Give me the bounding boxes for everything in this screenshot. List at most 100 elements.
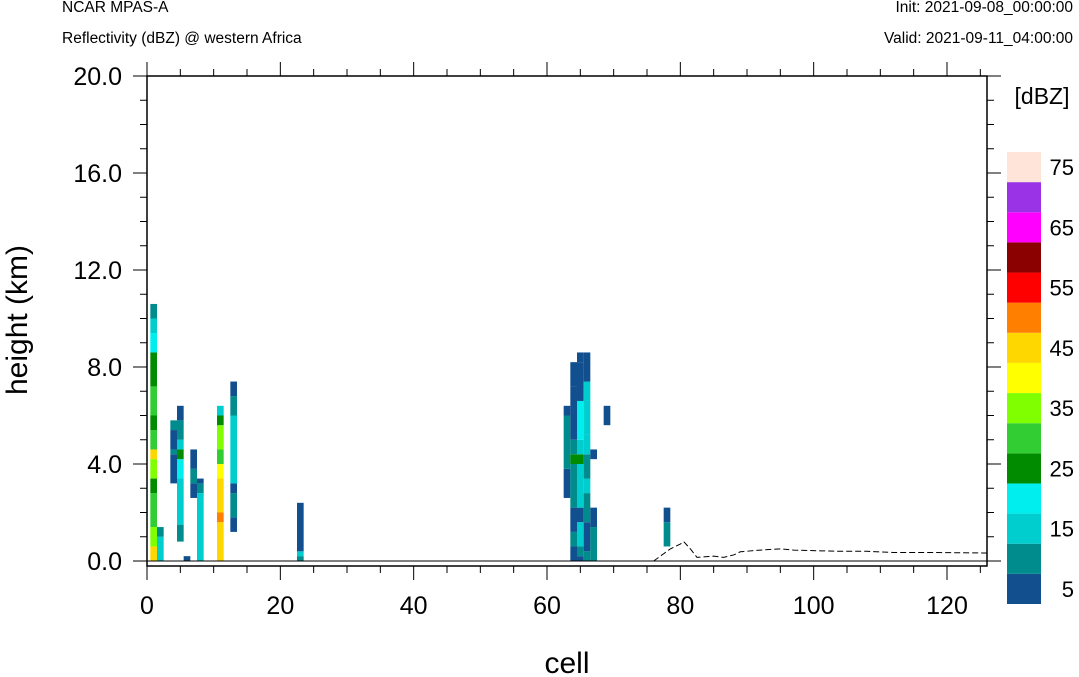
x-tick-label: 120 (926, 592, 968, 620)
x-axis-title: cell (544, 647, 589, 677)
reflectivity-cell (577, 522, 584, 547)
reflectivity-cell (177, 420, 184, 440)
reflectivity-cell (217, 522, 224, 561)
reflectivity-cell (150, 493, 157, 528)
reflectivity-cell (570, 454, 577, 464)
reflectivity-cell (177, 405, 184, 421)
reflectivity-cell (150, 527, 157, 547)
init-time: Init: 2021-09-08_00:00:00 (895, 0, 1073, 16)
reflectivity-cell (663, 522, 671, 547)
reflectivity-cell (150, 546, 157, 561)
reflectivity-cell (150, 333, 157, 353)
reflectivity-cell (150, 459, 157, 479)
reflectivity-cell (190, 468, 197, 484)
reflectivity-cell (197, 483, 204, 494)
reflectivity-cell (590, 507, 597, 528)
reflectivity-cell (177, 478, 184, 525)
colorbar-swatch (1007, 332, 1041, 363)
reflectivity-cell (217, 512, 224, 523)
x-tick-label: 40 (400, 592, 428, 620)
colorbar-label: 35 (1050, 396, 1074, 421)
colorbar-swatch (1007, 242, 1041, 273)
model-title: NCAR MPAS-A (62, 0, 169, 16)
colorbar-swatch (1007, 573, 1041, 604)
y-tick-labels: 0.0 4.0 8.0 12.0 16.0 20.0 (73, 63, 122, 576)
reflectivity-cell (570, 439, 577, 455)
reflectivity-cell (230, 415, 237, 484)
colorbar-label: 45 (1050, 336, 1074, 361)
y-tick-label: 4.0 (87, 451, 122, 479)
colorbar-label: 75 (1050, 155, 1074, 180)
field-subtitle: Reflectivity (dBZ) @ western Africa (62, 30, 302, 47)
reflectivity-cell (150, 415, 157, 431)
reflectivity-cell (230, 396, 237, 416)
reflectivity-cell (583, 478, 591, 494)
reflectivity-cell (183, 556, 191, 561)
reflectivity-cell (157, 527, 164, 537)
reflectivity-cell (150, 303, 157, 319)
reflectivity-cell (563, 405, 571, 416)
reflectivity-cell (197, 478, 204, 484)
y-axis-title: height (km) (1, 245, 34, 395)
reflectivity-cell (150, 386, 157, 416)
x-tick-label: 20 (266, 592, 294, 620)
terrain-line (653, 540, 988, 562)
reflectivity-cell (217, 449, 224, 464)
reflectivity-cell (563, 468, 571, 498)
reflectivity-cell (150, 449, 157, 460)
reflectivity-cell (177, 459, 184, 479)
y-tick-label: 12.0 (73, 257, 122, 285)
colorbar-swatch (1007, 543, 1041, 574)
reflectivity-cell (583, 454, 591, 479)
reflectivity-cell (577, 556, 584, 561)
reflectivity-cell (150, 430, 157, 450)
x-tick-label: 100 (793, 592, 835, 620)
reflectivity-cell (570, 531, 577, 547)
colorbar-swatch (1007, 182, 1041, 213)
reflectivity-cell (157, 536, 164, 561)
colorbar-swatch (1007, 362, 1041, 394)
colorbar-swatch (1007, 302, 1041, 333)
reflectivity-cell (150, 318, 157, 334)
reflectivity-cell (170, 454, 177, 484)
colorbar-swatch (1007, 152, 1041, 183)
reflectivity-cell (577, 400, 584, 440)
reflectivity-cell (190, 449, 197, 469)
reflectivity-cells (150, 303, 671, 561)
reflectivity-cell (297, 556, 304, 561)
colorbar-label: 25 (1050, 456, 1074, 481)
reflectivity-cell (663, 507, 671, 523)
reflectivity-cell (577, 546, 584, 557)
colorbar-swatch (1007, 483, 1041, 514)
y-tick-label: 0.0 (87, 548, 122, 576)
colorbar (1007, 152, 1041, 604)
reflectivity-cell (217, 478, 224, 513)
reflectivity-cell (230, 517, 237, 532)
reflectivity-cell (570, 507, 577, 532)
reflectivity-cell (217, 405, 224, 416)
x-tick-labels: 0 20 40 60 80 100 120 (140, 592, 968, 620)
reflectivity-cell (577, 362, 584, 401)
reflectivity-cell (563, 415, 571, 469)
valid-time: Valid: 2021-09-11_04:00:00 (883, 30, 1073, 47)
axis-ticks (133, 62, 1001, 580)
colorbar-label: 55 (1050, 276, 1074, 301)
reflectivity-cell (583, 434, 591, 455)
reflectivity-cell (297, 551, 304, 557)
reflectivity-cell (170, 420, 177, 431)
reflectivity-cell (577, 454, 584, 464)
y-tick-label: 20.0 (73, 63, 122, 91)
reflectivity-cell (217, 415, 224, 426)
reflectivity-cell (570, 546, 577, 561)
reflectivity-cell (577, 464, 584, 508)
plot-frame (146, 75, 988, 567)
y-tick-label: 16.0 (73, 160, 122, 188)
reflectivity-cell (583, 493, 591, 523)
reflectivity-cell (583, 381, 591, 435)
reflectivity-cell (170, 430, 177, 450)
x-tick-label: 0 (140, 592, 154, 620)
colorbar-swatch (1007, 453, 1041, 484)
colorbar-swatch (1007, 272, 1041, 303)
reflectivity-cell (570, 362, 577, 387)
